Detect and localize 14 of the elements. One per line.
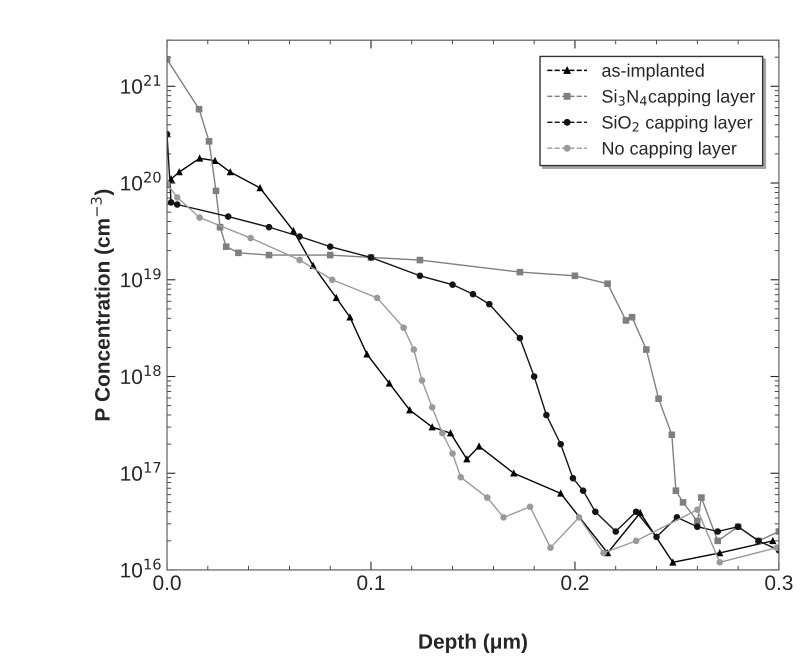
y-axis-title: P Concentration (cm$^{−3}$) — [90, 190, 114, 420]
legend-label: SiO$_{2}$ capping layer — [602, 115, 752, 132]
x-tick-label: 0.2 — [561, 575, 588, 590]
y-tick-label: 10$^{18}$ — [121, 365, 161, 384]
legend-label: No capping layer — [602, 141, 737, 158]
legend-label: as-implanted — [602, 64, 704, 80]
y-tick-label: 10$^{17}$ — [121, 462, 160, 481]
y-tick-label: 10$^{20}$ — [121, 172, 161, 191]
x-axis-title: Depth (μm) — [419, 634, 527, 653]
x-tick-label: 0.1 — [357, 575, 384, 590]
x-tick-label: 0.3 — [765, 575, 792, 590]
y-tick-label: 10$^{19}$ — [121, 268, 161, 288]
legend-label: Si$_{3}$N$_{4}$capping layer — [602, 89, 756, 106]
y-tick-label: 10$^{21}$ — [121, 74, 160, 94]
